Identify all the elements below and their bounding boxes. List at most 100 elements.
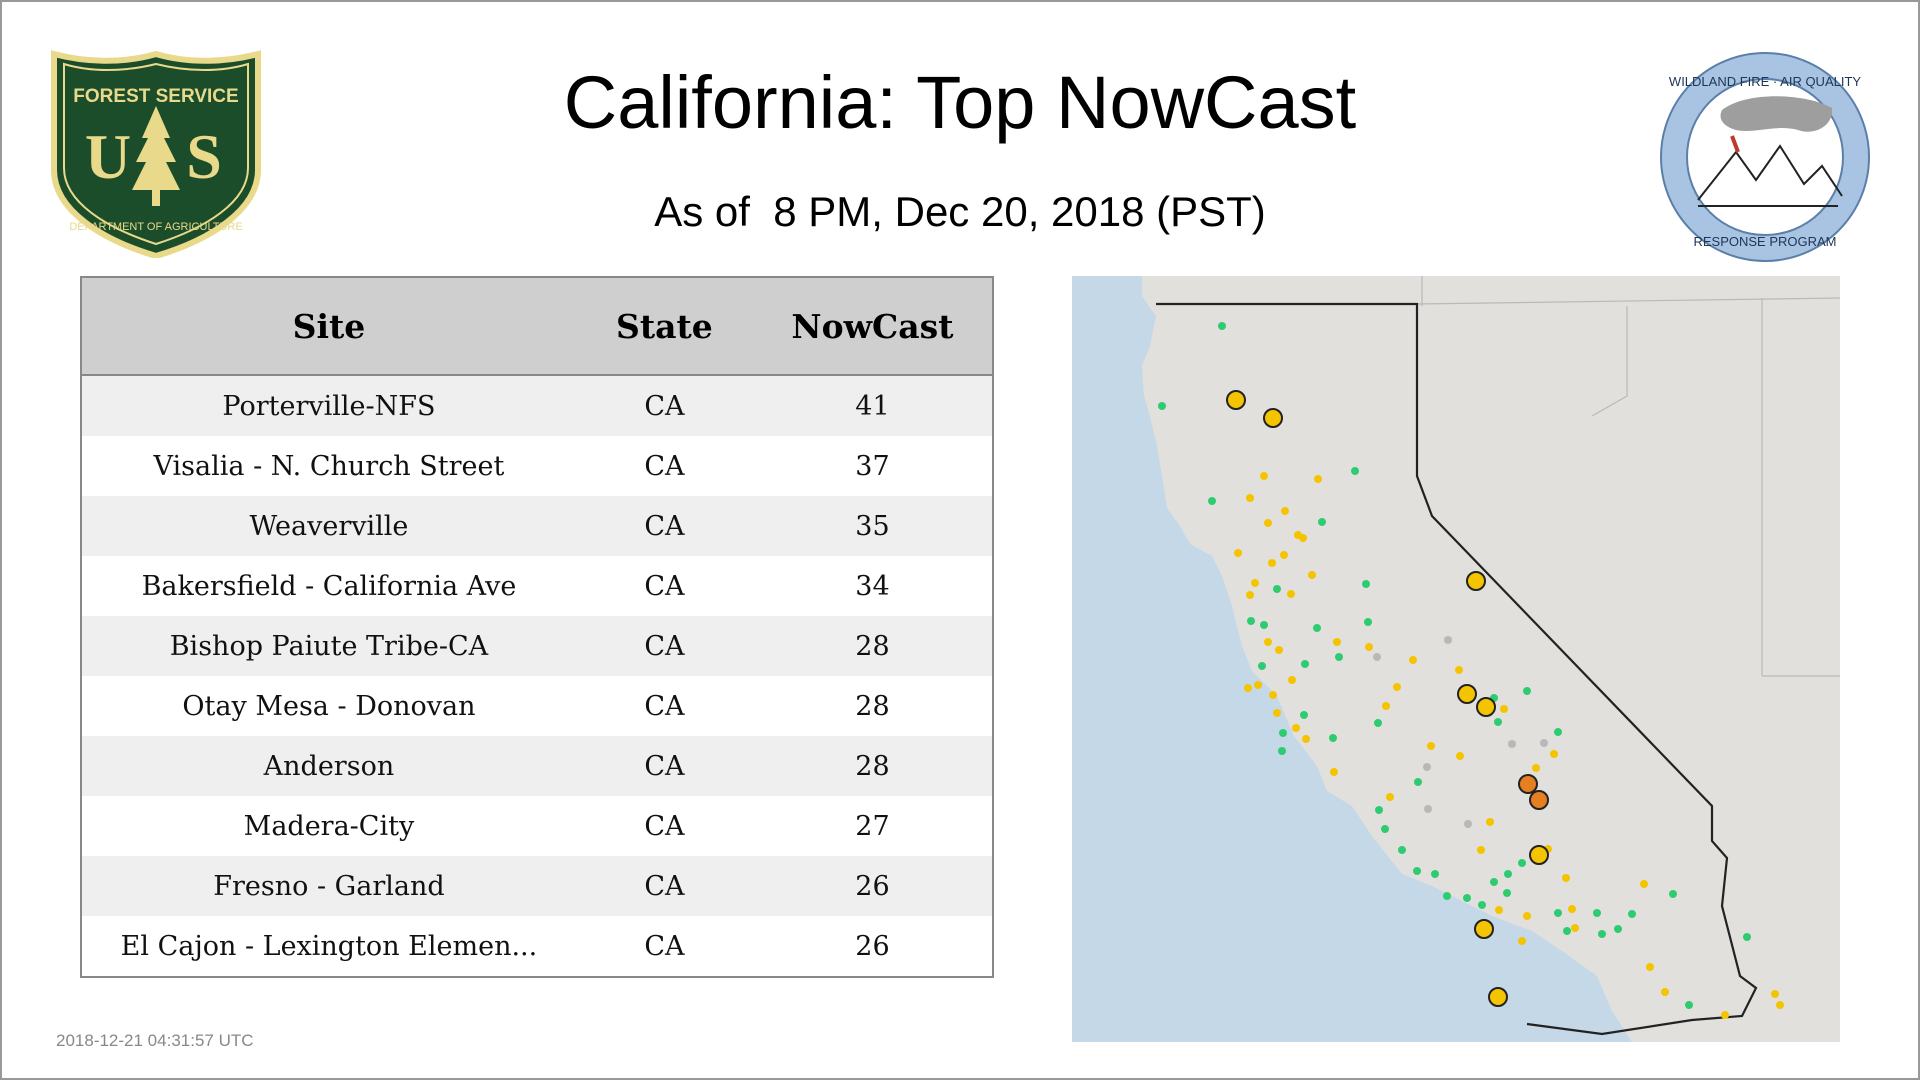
monitor-marker[interactable]: [1646, 963, 1654, 971]
monitor-marker[interactable]: [1386, 793, 1394, 801]
monitor-marker[interactable]: [1365, 643, 1373, 651]
monitor-marker[interactable]: [1776, 1001, 1784, 1009]
monitor-marker[interactable]: [1301, 660, 1309, 668]
monitor-marker[interactable]: [1523, 912, 1531, 920]
monitor-marker[interactable]: [1374, 719, 1382, 727]
monitor-marker[interactable]: [1313, 624, 1321, 632]
monitor-marker[interactable]: [1423, 763, 1431, 771]
monitor-marker[interactable]: [1268, 559, 1276, 567]
monitor-marker[interactable]: [1330, 768, 1338, 776]
monitor-marker[interactable]: [1247, 617, 1255, 625]
monitor-marker[interactable]: [1477, 846, 1485, 854]
monitor-marker[interactable]: [1685, 1001, 1693, 1009]
monitor-marker[interactable]: [1409, 656, 1417, 664]
monitor-marker[interactable]: [1278, 747, 1286, 755]
monitor-marker[interactable]: [1280, 551, 1288, 559]
monitor-marker[interactable]: [1234, 549, 1242, 557]
monitor-marker[interactable]: [1264, 519, 1272, 527]
monitor-marker[interactable]: [1393, 683, 1401, 691]
monitor-marker[interactable]: [1771, 990, 1779, 998]
monitor-marker[interactable]: [1455, 666, 1463, 674]
monitor-marker[interactable]: [1373, 653, 1381, 661]
large-monitor-marker[interactable]: [1226, 390, 1246, 410]
monitor-marker[interactable]: [1413, 867, 1421, 875]
monitor-marker[interactable]: [1258, 662, 1266, 670]
monitor-marker[interactable]: [1273, 585, 1281, 593]
monitor-marker[interactable]: [1208, 497, 1216, 505]
monitor-marker[interactable]: [1364, 618, 1372, 626]
monitor-marker[interactable]: [1260, 621, 1268, 629]
large-monitor-marker[interactable]: [1457, 684, 1477, 704]
monitor-marker[interactable]: [1308, 571, 1316, 579]
monitor-marker[interactable]: [1299, 534, 1307, 542]
monitor-marker[interactable]: [1281, 507, 1289, 515]
large-monitor-marker[interactable]: [1518, 774, 1538, 794]
monitor-marker[interactable]: [1414, 778, 1422, 786]
monitor-marker[interactable]: [1598, 930, 1606, 938]
monitor-marker[interactable]: [1490, 878, 1498, 886]
large-monitor-marker[interactable]: [1529, 845, 1549, 865]
monitor-marker[interactable]: [1518, 937, 1526, 945]
monitor-marker[interactable]: [1478, 901, 1486, 909]
large-monitor-marker[interactable]: [1466, 571, 1486, 591]
monitor-marker[interactable]: [1628, 910, 1636, 918]
monitor-marker[interactable]: [1431, 870, 1439, 878]
monitor-marker[interactable]: [1292, 724, 1300, 732]
monitor-marker[interactable]: [1495, 906, 1503, 914]
monitor-marker[interactable]: [1314, 475, 1322, 483]
monitor-marker[interactable]: [1381, 825, 1389, 833]
monitor-marker[interactable]: [1614, 925, 1622, 933]
monitor-marker[interactable]: [1669, 890, 1677, 898]
monitor-marker[interactable]: [1218, 322, 1226, 330]
monitor-marker[interactable]: [1504, 870, 1512, 878]
monitor-marker[interactable]: [1721, 1011, 1729, 1019]
monitor-marker[interactable]: [1254, 681, 1262, 689]
monitor-marker[interactable]: [1486, 818, 1494, 826]
monitor-marker[interactable]: [1333, 638, 1341, 646]
monitor-marker[interactable]: [1300, 711, 1308, 719]
monitor-marker[interactable]: [1563, 927, 1571, 935]
large-monitor-marker[interactable]: [1474, 919, 1494, 939]
monitor-marker[interactable]: [1494, 718, 1502, 726]
monitor-marker[interactable]: [1532, 764, 1540, 772]
monitor-marker[interactable]: [1264, 638, 1272, 646]
monitor-marker[interactable]: [1500, 705, 1508, 713]
monitor-marker[interactable]: [1302, 735, 1310, 743]
monitor-marker[interactable]: [1540, 739, 1548, 747]
monitor-marker[interactable]: [1640, 880, 1648, 888]
monitor-marker[interactable]: [1329, 734, 1337, 742]
monitor-marker[interactable]: [1571, 924, 1579, 932]
monitor-marker[interactable]: [1508, 740, 1516, 748]
monitor-marker[interactable]: [1424, 805, 1432, 813]
monitor-marker[interactable]: [1568, 905, 1576, 913]
monitor-marker[interactable]: [1398, 846, 1406, 854]
monitor-marker[interactable]: [1288, 676, 1296, 684]
monitor-marker[interactable]: [1362, 580, 1370, 588]
monitor-marker[interactable]: [1661, 988, 1669, 996]
monitor-marker[interactable]: [1273, 709, 1281, 717]
monitor-marker[interactable]: [1351, 467, 1359, 475]
monitor-marker[interactable]: [1375, 806, 1383, 814]
monitor-marker[interactable]: [1456, 752, 1464, 760]
monitor-marker[interactable]: [1554, 728, 1562, 736]
monitor-marker[interactable]: [1382, 702, 1390, 710]
monitor-marker[interactable]: [1463, 894, 1471, 902]
monitor-marker[interactable]: [1550, 750, 1558, 758]
monitor-marker[interactable]: [1503, 889, 1511, 897]
monitor-marker[interactable]: [1518, 859, 1526, 867]
monitor-marker[interactable]: [1279, 729, 1287, 737]
large-monitor-marker[interactable]: [1476, 697, 1496, 717]
large-monitor-marker[interactable]: [1263, 408, 1283, 428]
large-monitor-marker[interactable]: [1529, 790, 1549, 810]
monitor-marker[interactable]: [1335, 653, 1343, 661]
monitor-marker[interactable]: [1593, 909, 1601, 917]
monitor-marker[interactable]: [1158, 402, 1166, 410]
monitor-marker[interactable]: [1443, 892, 1451, 900]
monitor-marker[interactable]: [1275, 646, 1283, 654]
monitor-marker[interactable]: [1464, 820, 1472, 828]
monitor-marker[interactable]: [1260, 472, 1268, 480]
monitor-marker[interactable]: [1562, 874, 1570, 882]
monitor-marker[interactable]: [1554, 909, 1562, 917]
monitor-marker[interactable]: [1269, 691, 1277, 699]
monitor-marker[interactable]: [1246, 591, 1254, 599]
